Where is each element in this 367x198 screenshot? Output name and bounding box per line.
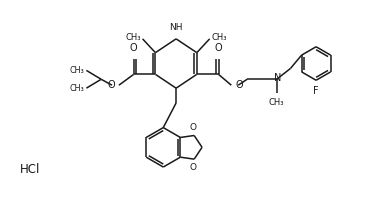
Text: CH₃: CH₃	[212, 33, 227, 42]
Text: HCl: HCl	[20, 163, 41, 175]
Text: O: O	[108, 80, 115, 90]
Text: CH₃: CH₃	[70, 66, 84, 75]
Text: CH₃: CH₃	[269, 98, 284, 107]
Text: CH₃: CH₃	[125, 33, 141, 42]
Text: F: F	[313, 86, 319, 96]
Text: O: O	[190, 123, 197, 131]
Text: CH₃: CH₃	[70, 84, 84, 93]
Text: NH: NH	[169, 23, 183, 32]
Text: O: O	[190, 163, 197, 172]
Text: N: N	[274, 73, 281, 83]
Text: O: O	[235, 80, 243, 90]
Text: O: O	[215, 43, 222, 53]
Text: O: O	[130, 43, 138, 53]
